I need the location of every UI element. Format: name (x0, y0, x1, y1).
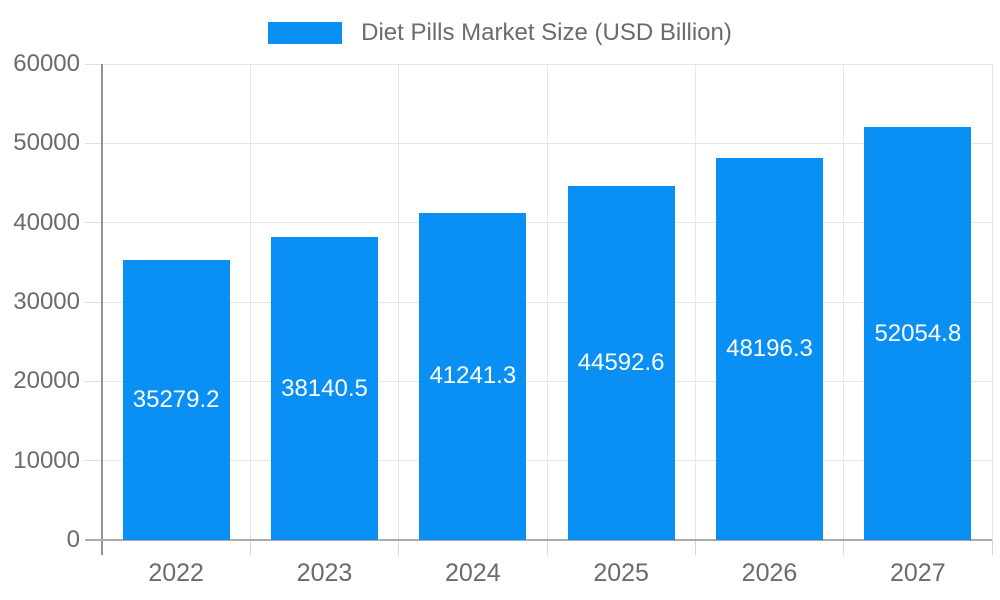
x-axis-tick (694, 540, 696, 555)
y-axis-label: 30000 (13, 288, 80, 315)
y-axis-label: 40000 (13, 208, 80, 236)
x-axis-tick (843, 540, 845, 555)
y-axis-line (101, 64, 103, 555)
y-axis-tick (85, 142, 102, 144)
y-axis-tick (85, 460, 102, 462)
legend-swatch (268, 22, 343, 44)
x-gridline (843, 64, 845, 540)
bar-value-label: 52054.8 (874, 319, 962, 347)
x-axis-tick (546, 540, 548, 555)
bar-2024[interactable]: 41241.3 (419, 212, 527, 540)
x-axis-label-2026: 2026 (741, 559, 798, 587)
y-axis-label: 20000 (13, 367, 80, 395)
x-axis-line (85, 539, 992, 541)
y-axis-tick (85, 63, 102, 65)
x-axis-label-2023: 2023 (296, 559, 353, 587)
x-gridline (546, 64, 548, 540)
bar-2025[interactable]: 44592.6 (567, 186, 675, 540)
bar-value-label: 44592.6 (577, 349, 665, 377)
x-gridline (398, 64, 400, 540)
bar-2022[interactable]: 35279.2 (122, 260, 230, 540)
x-gridline (991, 64, 993, 540)
y-axis-label: 0 (66, 526, 80, 553)
x-axis-tick (398, 540, 400, 555)
x-axis-label-2022: 2022 (148, 559, 204, 587)
x-axis-tick (249, 540, 251, 555)
x-axis-label-2025: 2025 (593, 559, 649, 587)
bar-2023[interactable]: 38140.5 (271, 237, 378, 540)
bar-value-label: 38140.5 (281, 374, 368, 402)
legend-label: Diet Pills Market Size (USD Billion) (361, 19, 732, 46)
x-gridline (249, 64, 251, 540)
y-axis-tick (85, 301, 102, 303)
bar-value-label: 41241.3 (429, 362, 517, 390)
bar-value-label: 35279.2 (132, 386, 220, 414)
y-axis-label: 50000 (13, 129, 80, 157)
bar-2027[interactable]: 52054.8 (864, 127, 972, 540)
legend[interactable]: Diet Pills Market Size (USD Billion) (0, 20, 1000, 46)
plot-area: 0 10000 20000 30000 40000 50000 60000 35279.2 38… (13, 52, 993, 586)
y-axis-tick (85, 222, 102, 224)
x-axis-label-2024: 2024 (445, 559, 501, 587)
x-axis-label-2027: 2027 (890, 559, 946, 587)
y-axis-tick (85, 380, 102, 382)
bar-value-label: 48196.3 (726, 334, 813, 362)
x-axis-tick (991, 540, 993, 555)
y-axis-label: 60000 (13, 50, 80, 77)
y-axis-label: 10000 (13, 446, 80, 474)
x-gridline (694, 64, 696, 540)
bar-2026[interactable]: 48196.3 (716, 157, 823, 540)
